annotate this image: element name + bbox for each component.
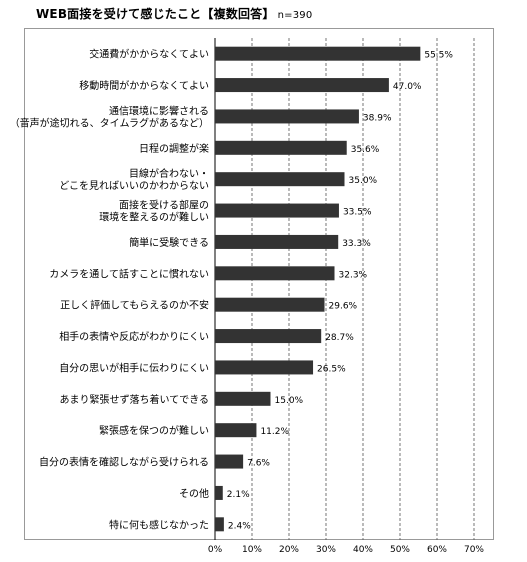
x-tick-label: 0% [208,545,223,555]
category-label: 環境を整えるのが難しい [99,211,209,224]
x-tick-label: 70% [464,545,484,555]
chart-title-text: WEB面接を受けて感じたこと【複数回答】 [36,7,275,21]
category-label: 緊張感を保つのが難しい [99,424,209,437]
bar [215,517,224,532]
x-tick-label: 30% [316,545,336,555]
sample-size: n=390 [277,10,313,21]
x-tick-label: 40% [353,545,373,555]
category-label: 特に何も感じなかった [109,518,209,531]
value-label: 28.7% [325,333,354,343]
value-label: 33.3% [342,239,371,249]
bar [215,46,421,61]
value-label: 26.5% [317,364,346,374]
category-label: （音声が途切れる、タイムラグがあるなど） [10,116,209,129]
value-label: 2.1% [227,490,250,500]
category-label: 日程の調整が楽 [139,142,209,155]
x-tick-label: 60% [427,545,447,555]
category-label: 交通費がかからなくてよい [89,48,209,61]
bar [215,109,359,124]
value-label: 35.0% [349,176,378,186]
category-label: 目線が合わない・ [129,167,209,180]
bar [215,78,389,93]
category-label: その他 [179,487,209,500]
bar [215,391,271,406]
value-label: 55.5% [424,51,453,61]
value-label: 32.3% [339,270,368,280]
bar [215,485,223,500]
category-label: 面接を受ける部屋の [119,199,209,212]
category-label: 移動時間がかからなくてよい [79,79,209,92]
chart-frame [24,28,494,540]
category-label: あまり緊張せず落ち着いてできる [60,393,210,406]
x-tick-label: 10% [242,545,262,555]
value-label: 11.2% [260,427,289,437]
bar [215,297,325,312]
category-label: 自分の表情を確認しながら受けられる [39,456,209,469]
bar [215,203,339,218]
bar [215,423,257,438]
category-label: 簡単に受験できる [129,236,209,249]
category-label: どこを見ればいいのかわからない [59,180,209,192]
value-label: 38.9% [363,113,392,123]
value-label: 2.4% [228,521,251,531]
bar [215,454,244,469]
value-label: 47.0% [393,82,422,92]
value-label: 33.5% [343,208,372,218]
category-label: カメラを通して話すことに慣れない [49,267,209,280]
x-tick-label: 20% [279,545,299,555]
value-label: 15.0% [275,396,304,406]
bar [215,266,335,281]
bar [215,360,314,375]
value-label: 7.6% [247,459,270,469]
category-label: 正しく評価してもらえるのか不安 [60,299,209,312]
value-label: 29.6% [329,302,358,312]
x-tick-label: 50% [390,545,410,555]
chart-title: WEB面接を受けて感じたこと【複数回答】 n=390 [36,5,312,22]
bar [215,234,339,249]
category-label: 相手の表情や反応がわかりにくい [59,330,209,343]
bar [215,329,322,344]
category-label: 通信環境に影響される [109,104,209,117]
category-label: 自分の思いが相手に伝わりにくい [59,361,209,374]
value-label: 35.6% [351,145,380,155]
bar [215,172,345,187]
bar [215,140,347,155]
